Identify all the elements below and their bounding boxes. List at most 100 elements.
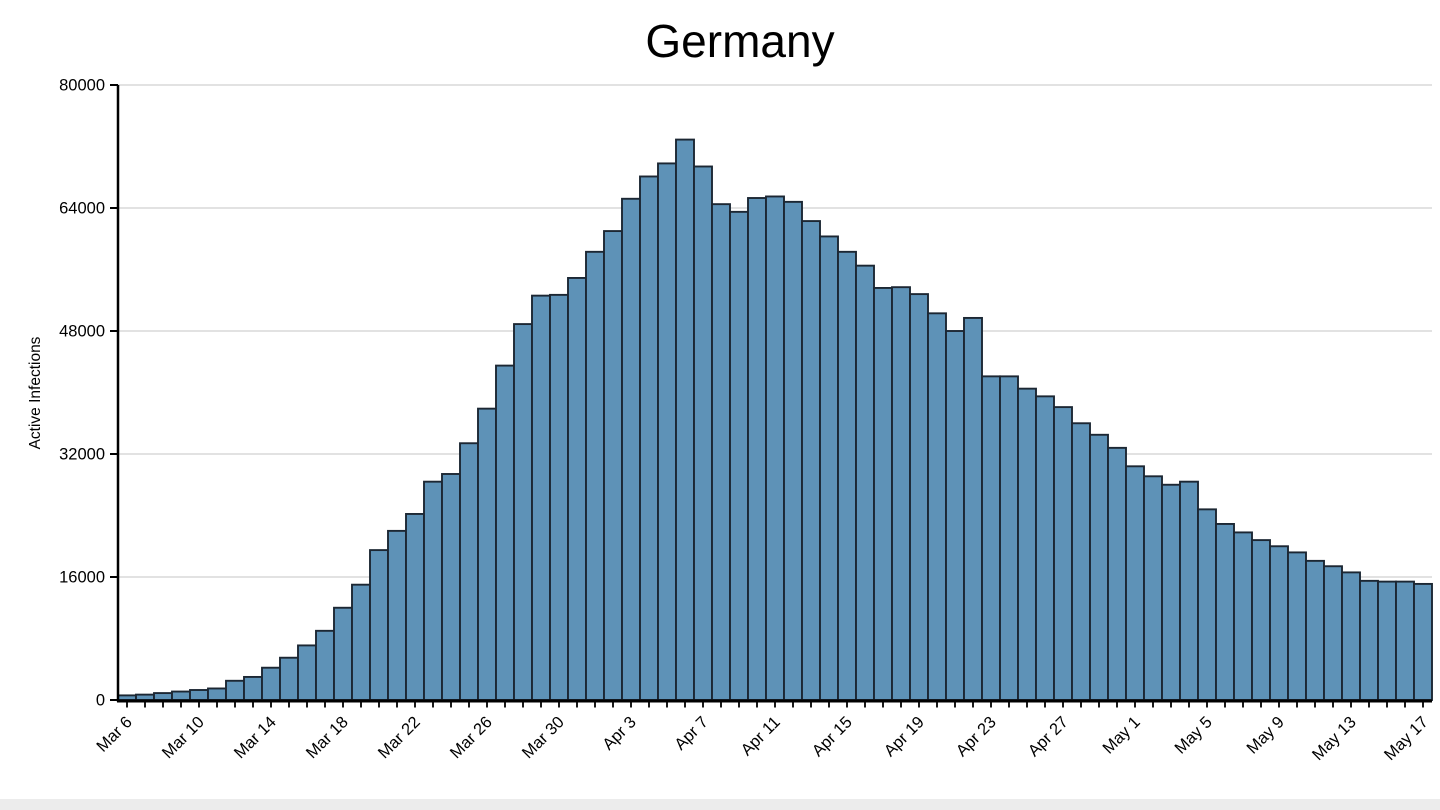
- bar: [639, 175, 659, 701]
- x-tick-label: Apr 27: [1025, 713, 1072, 760]
- x-tick-label: Apr 7: [671, 713, 712, 754]
- bar: [261, 666, 281, 701]
- bar: [837, 250, 857, 701]
- bar: [945, 330, 965, 701]
- bar: [1035, 395, 1055, 701]
- y-tick-label: 0: [96, 692, 105, 710]
- bar: [1323, 565, 1343, 701]
- bar: [315, 629, 335, 701]
- bar: [711, 203, 731, 701]
- y-tick-label: 48000: [59, 323, 105, 341]
- bar: [135, 693, 155, 701]
- bar: [801, 220, 821, 701]
- bar: [297, 644, 317, 701]
- bar: [891, 286, 911, 701]
- y-tick-label: 16000: [59, 569, 105, 587]
- x-tick-label: Apr 3: [599, 713, 640, 754]
- y-tick-label: 64000: [59, 200, 105, 218]
- bar: [495, 364, 515, 701]
- bottom-gray-strip: [0, 799, 1440, 810]
- bar: [243, 675, 263, 701]
- bar: [459, 442, 479, 701]
- bar: [675, 138, 695, 701]
- bar: [873, 287, 893, 701]
- bar: [855, 264, 875, 701]
- x-tick-label: Mar 26: [447, 713, 496, 762]
- x-tick-label: Apr 11: [738, 713, 784, 759]
- x-tick-label: Mar 30: [519, 713, 568, 762]
- bar: [423, 480, 443, 701]
- bar: [1341, 571, 1361, 701]
- chart-title: Germany: [645, 15, 834, 67]
- bar: [1413, 582, 1433, 701]
- x-tick-label: Apr 15: [809, 713, 856, 760]
- bar: [657, 162, 677, 701]
- bar: [387, 529, 407, 701]
- bar: [1053, 406, 1073, 701]
- x-tick-label: May 5: [1171, 713, 1216, 758]
- bar: [117, 694, 137, 701]
- bar: [441, 473, 461, 701]
- bar: [819, 235, 839, 701]
- bar: [1269, 545, 1289, 701]
- x-tick-label: Mar 18: [303, 713, 352, 762]
- x-tick-label: Mar 6: [93, 713, 136, 756]
- bar: [963, 316, 983, 701]
- bar: [1215, 523, 1235, 701]
- bar: [1197, 508, 1217, 701]
- bar: [351, 583, 371, 701]
- bar: [1305, 559, 1325, 701]
- bars-layer: [117, 138, 1433, 701]
- bar: [1107, 446, 1127, 701]
- y-tick-label: 80000: [59, 77, 105, 95]
- y-axis-label: Active Infections: [27, 336, 44, 449]
- bar: [477, 407, 497, 701]
- x-tick-label: May 13: [1309, 713, 1360, 764]
- bar: [927, 312, 947, 701]
- x-tick-label: Apr 19: [881, 713, 928, 760]
- bar: [585, 250, 605, 701]
- x-tick-label: May 1: [1099, 713, 1144, 758]
- bar: [1233, 531, 1253, 701]
- bar: [1143, 475, 1163, 701]
- bar: [999, 375, 1019, 701]
- bar: [1161, 483, 1181, 701]
- bar: [171, 690, 191, 701]
- bar: [621, 197, 641, 701]
- bar: [369, 549, 389, 701]
- bar: [1251, 539, 1271, 701]
- bar: [549, 293, 569, 701]
- x-tick-label: May 17: [1381, 713, 1432, 764]
- bar: [1359, 579, 1379, 701]
- bar: [225, 679, 245, 701]
- bar: [531, 294, 551, 701]
- bar: [693, 165, 713, 701]
- bar: [153, 692, 173, 701]
- bar: [1287, 551, 1307, 701]
- bar: [1179, 480, 1199, 701]
- bar: [981, 375, 1001, 701]
- bar: [603, 230, 623, 701]
- bar: [333, 606, 353, 701]
- bar: [747, 197, 767, 701]
- x-tick-label: Mar 22: [375, 713, 424, 762]
- bar: [783, 200, 803, 701]
- bar: [279, 656, 299, 701]
- bar: [207, 687, 227, 701]
- y-tick-label: 32000: [59, 446, 105, 464]
- bar: [405, 513, 425, 701]
- x-tick-label: Mar 14: [231, 713, 280, 762]
- bar: [513, 323, 533, 701]
- bar: [567, 277, 587, 701]
- bar: [189, 689, 209, 701]
- bar: [1377, 580, 1397, 701]
- bar: [765, 195, 785, 701]
- x-tick-label: May 9: [1243, 713, 1288, 758]
- axes-layer: [110, 84, 1432, 708]
- bar: [1395, 580, 1415, 701]
- x-tick-label: Apr 23: [953, 713, 1000, 760]
- bar: [729, 210, 749, 701]
- bar: [1125, 465, 1145, 701]
